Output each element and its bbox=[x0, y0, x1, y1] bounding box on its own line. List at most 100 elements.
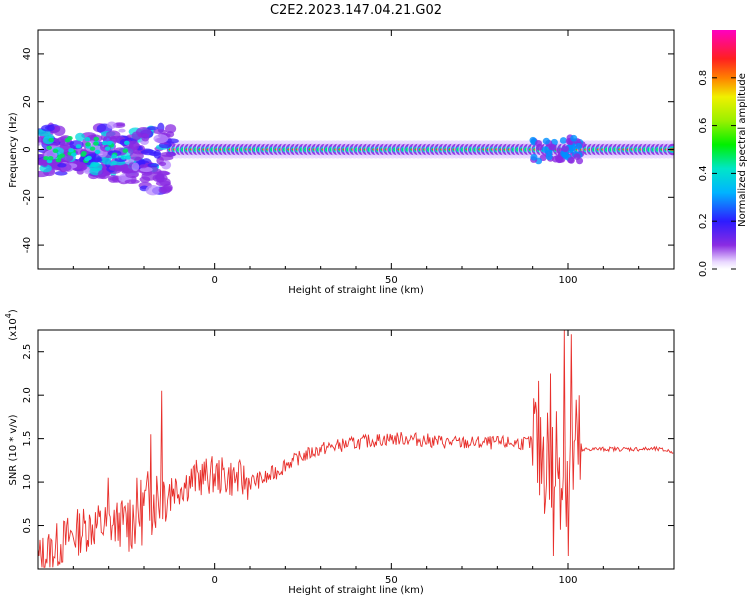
heatmap-blob bbox=[57, 163, 67, 168]
heatmap-blob bbox=[53, 125, 66, 136]
heatmap-blob bbox=[108, 164, 124, 172]
heatmap-blob bbox=[545, 153, 553, 161]
heatmap-blob bbox=[38, 159, 43, 164]
heatmap-blob bbox=[90, 161, 100, 168]
heatmap-blob bbox=[153, 134, 169, 144]
snr-ylabel: SNR (10 * v/v) bbox=[8, 414, 19, 485]
heatmap-blob bbox=[129, 151, 144, 161]
heatmap-blob bbox=[556, 156, 564, 164]
heatmap-blob bbox=[534, 139, 543, 147]
heatmap-blob bbox=[64, 138, 71, 143]
snr-multiplier-close: ) bbox=[8, 309, 19, 313]
heatmap-blob bbox=[120, 155, 127, 160]
heatmap-blob bbox=[38, 170, 49, 178]
heatmap-blob bbox=[542, 137, 550, 145]
heatmap-blob bbox=[114, 122, 126, 127]
heatmap-blob bbox=[139, 164, 148, 169]
snr-xlabel: Height of straight line (km) bbox=[288, 585, 424, 596]
heatmap-blob bbox=[92, 157, 103, 163]
snr-ytick-label: 1.0 bbox=[22, 474, 33, 490]
colorbar: 0.0 0.2 0.4 0.6 0.8 Normalized spectral ampl… bbox=[698, 30, 748, 277]
heatmap-blob bbox=[541, 146, 550, 153]
heatmap-blob bbox=[59, 153, 65, 158]
heatmap-blob bbox=[141, 172, 158, 181]
colorbar-label: Normalized spectral amplitude bbox=[737, 73, 748, 227]
heatmap-blob bbox=[84, 137, 91, 142]
heatmap-blob bbox=[529, 136, 537, 144]
heatmap-blob bbox=[165, 124, 177, 134]
heatmap-blob bbox=[530, 153, 538, 161]
heatmap-blob bbox=[89, 146, 96, 151]
snr-multiplier-exp: 4 bbox=[4, 313, 13, 318]
heatmap-ytick-label: 0 bbox=[22, 146, 33, 152]
colorbar-tick-label: 0.8 bbox=[698, 70, 709, 86]
snr-ytick-label: 1.5 bbox=[22, 431, 33, 447]
heatmap-blob bbox=[55, 158, 62, 163]
heatmap-blob bbox=[123, 140, 130, 145]
heatmap-blob bbox=[567, 157, 575, 164]
heatmap-blob bbox=[125, 170, 139, 179]
heatmap-xlabel: Height of straight line (km) bbox=[288, 285, 424, 296]
heatmap-blob bbox=[104, 146, 111, 151]
snr-panel: 0 50 100 0.5 1.0 1.5 2.0 2.5 Height of straight… bbox=[4, 309, 675, 596]
heatmap-blob bbox=[52, 148, 59, 154]
heatmap-blob bbox=[158, 161, 167, 166]
heatmap-blob bbox=[93, 141, 99, 146]
figure-title: C2E2.2023.147.04.21.G02 bbox=[270, 3, 442, 18]
heatmap-blob bbox=[111, 154, 117, 159]
heatmap-blob bbox=[81, 151, 87, 156]
heatmap-blob bbox=[549, 144, 557, 151]
heatmap-blob bbox=[125, 155, 131, 160]
heatmap-xtick-label: 100 bbox=[558, 275, 577, 286]
heatmap-image bbox=[38, 121, 674, 196]
snr-xtick-label: 50 bbox=[385, 575, 398, 586]
heatmap-blob bbox=[575, 142, 583, 150]
heatmap-blob bbox=[107, 174, 119, 183]
heatmap-ytick-label: 20 bbox=[22, 95, 33, 108]
snr-multiplier: (x104) bbox=[4, 309, 19, 341]
heatmap-blob bbox=[165, 138, 179, 144]
heatmap-blob bbox=[71, 152, 77, 157]
heatmap-blob bbox=[562, 152, 570, 160]
heatmap-panel: 0 50 100 -40 -20 0 20 40 Height of straight lin… bbox=[8, 29, 675, 296]
snr-ytick-label: 2.0 bbox=[22, 387, 33, 403]
snr-series-line bbox=[38, 330, 674, 568]
heatmap-blob bbox=[561, 145, 569, 153]
colorbar-tick-label: 0.6 bbox=[698, 118, 709, 134]
heatmap-blob bbox=[39, 164, 52, 173]
colorbar-tick-label: 0.4 bbox=[698, 165, 709, 181]
heatmap-blob bbox=[567, 146, 575, 154]
heatmap-blob bbox=[41, 124, 55, 132]
heatmap-blob bbox=[153, 150, 162, 159]
heatmap-blob bbox=[570, 134, 578, 142]
heatmap-blob bbox=[559, 137, 567, 144]
heatmap-blob bbox=[46, 145, 52, 150]
heatmap-blob bbox=[160, 151, 177, 158]
heatmap-blob bbox=[573, 153, 581, 160]
heatmap-blob bbox=[105, 130, 121, 140]
heatmap-blob bbox=[127, 145, 135, 154]
snr-ytick-label: 0.5 bbox=[22, 518, 33, 534]
heatmap-blob bbox=[52, 138, 68, 143]
heatmap-blob bbox=[93, 136, 100, 142]
snr-xtick-label: 100 bbox=[558, 575, 577, 586]
heatmap-blob bbox=[158, 186, 171, 194]
heatmap-xtick-label: 50 bbox=[385, 275, 398, 286]
snr-multiplier-open: (x10 bbox=[8, 318, 19, 341]
heatmap-ylabel: Frequency (Hz) bbox=[8, 112, 19, 188]
heatmap-blob bbox=[94, 149, 101, 154]
heatmap-blob bbox=[152, 129, 167, 135]
heatmap-blob bbox=[106, 121, 117, 129]
colorbar-tick-label: 0.0 bbox=[698, 261, 709, 277]
colorbar-tick-label: 0.2 bbox=[698, 213, 709, 229]
heatmap-blob bbox=[140, 149, 157, 156]
heatmap-blob bbox=[85, 142, 91, 147]
snr-ytick-label: 2.5 bbox=[22, 344, 33, 360]
heatmap-xtick-label: 0 bbox=[211, 275, 217, 286]
heatmap-blob bbox=[147, 162, 160, 168]
heatmap-blob bbox=[124, 179, 140, 184]
snr-xtick-label: 0 bbox=[211, 575, 217, 586]
heatmap-blob bbox=[131, 131, 142, 141]
heatmap-blob bbox=[43, 155, 49, 161]
